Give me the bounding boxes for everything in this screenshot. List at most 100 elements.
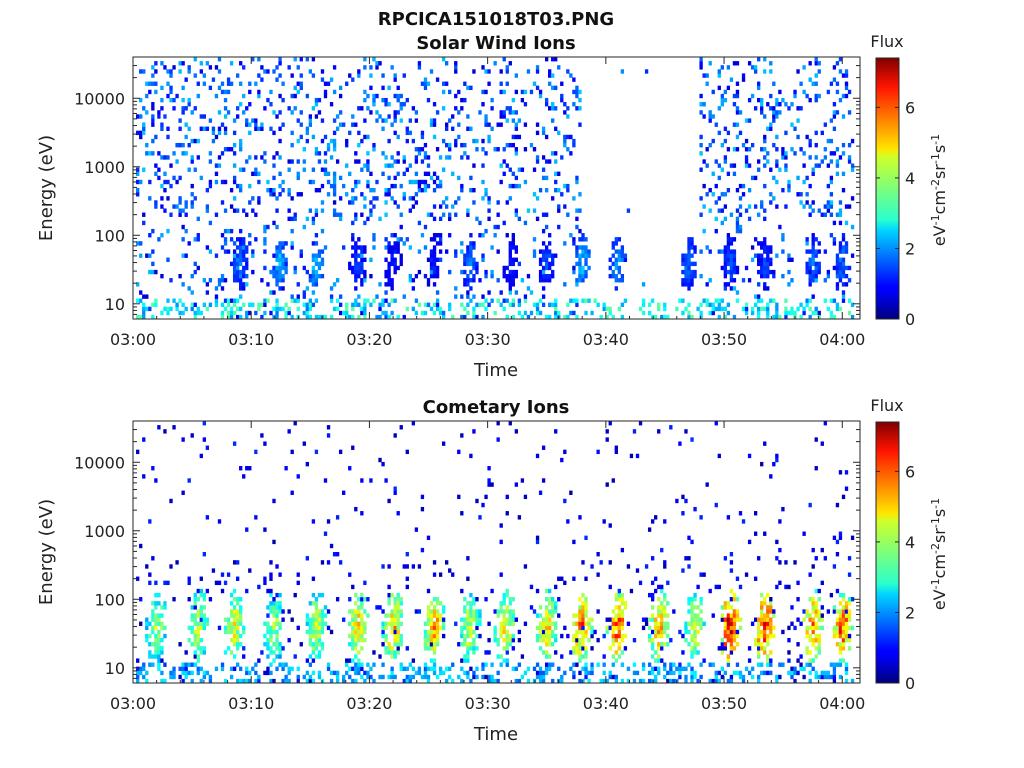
heatmap-cell <box>829 175 834 181</box>
heatmap-cell <box>478 220 482 226</box>
heatmap-cell <box>496 212 500 217</box>
heatmap-cell <box>714 228 718 234</box>
heatmap-cell <box>166 93 170 99</box>
heatmap-cell <box>269 192 273 197</box>
heatmap-cell <box>554 106 558 111</box>
heatmap-cell <box>417 302 422 308</box>
heatmap-cell <box>202 670 206 676</box>
heatmap-cell <box>157 633 161 639</box>
heatmap-cell <box>738 224 743 230</box>
heatmap-cell <box>690 670 694 676</box>
heatmap-cell <box>235 601 240 606</box>
heatmap-cell <box>569 151 573 156</box>
heatmap-cell <box>154 163 158 168</box>
heatmap-cell <box>393 625 397 631</box>
heatmap-cell <box>335 212 340 217</box>
heatmap-cell <box>393 609 397 614</box>
heatmap-cell <box>251 253 255 258</box>
heatmap-cell <box>214 302 219 308</box>
heatmap-cell <box>844 678 849 684</box>
heatmap-cell <box>551 269 555 275</box>
heatmap-cell <box>835 273 840 279</box>
heatmap-cell <box>732 249 737 254</box>
heatmap-cell <box>229 204 234 209</box>
heatmap-cell <box>460 142 464 148</box>
heatmap-cell <box>787 650 791 655</box>
heatmap-cell <box>184 228 188 234</box>
heatmap-cell <box>750 306 755 312</box>
heatmap-cell <box>332 138 337 144</box>
heatmap-cell <box>826 200 831 205</box>
heatmap-cell <box>687 564 691 569</box>
heatmap-cell <box>278 572 282 577</box>
heatmap-cell <box>672 662 676 667</box>
heatmap-cell <box>850 302 855 308</box>
heatmap-cell <box>429 666 434 672</box>
heatmap-cell <box>608 617 612 622</box>
heatmap-cell <box>717 646 721 651</box>
heatmap-cell <box>205 621 210 626</box>
heatmap-cell <box>699 302 703 308</box>
heatmap-cell <box>723 192 728 197</box>
heatmap-cell <box>429 265 434 271</box>
heatmap-cell <box>841 617 846 622</box>
heatmap-cell <box>541 617 546 622</box>
heatmap-cell <box>832 670 837 676</box>
heatmap-cell <box>278 654 282 659</box>
heatmap-cell <box>572 265 576 271</box>
heatmap-cell <box>569 490 573 495</box>
heatmap-cell <box>451 314 455 320</box>
heatmap-cell <box>305 93 309 99</box>
heatmap-cell <box>232 605 237 610</box>
heatmap-cell <box>705 192 709 197</box>
heatmap-cell <box>620 314 625 320</box>
heatmap-cell <box>166 69 170 74</box>
heatmap-cell <box>226 625 231 631</box>
heatmap-cell <box>281 286 285 291</box>
heatmap-cell <box>232 257 237 262</box>
heatmap-cell <box>414 273 419 279</box>
heatmap-cell <box>735 670 740 676</box>
heatmap-cell <box>548 69 552 74</box>
heatmap-cell <box>763 114 767 119</box>
heatmap-cell <box>354 601 358 606</box>
heatmap-cell <box>305 310 309 316</box>
heatmap-cell <box>196 637 200 643</box>
heatmap-cell <box>508 261 512 267</box>
heatmap-cell <box>672 678 676 684</box>
heatmap-cell <box>220 588 225 594</box>
heatmap-cell <box>766 245 770 250</box>
heatmap-cell <box>393 654 397 659</box>
heatmap-cell <box>541 674 546 680</box>
heatmap-cell <box>423 666 428 672</box>
heatmap-cell <box>151 314 155 320</box>
heatmap-cell <box>832 314 837 320</box>
heatmap-cell <box>360 253 364 258</box>
heatmap-cell <box>214 163 219 168</box>
heatmap-cell <box>635 568 640 573</box>
heatmap-cell <box>735 613 740 618</box>
heatmap-cell <box>329 286 334 291</box>
heatmap-cell <box>441 138 446 144</box>
heatmap-cell <box>136 130 140 136</box>
heatmap-cell <box>323 159 328 164</box>
heatmap-cell <box>499 601 503 606</box>
heatmap-cell <box>514 249 518 254</box>
heatmap-cell <box>814 278 818 283</box>
heatmap-cell <box>390 674 394 680</box>
heatmap-cell <box>551 261 555 267</box>
heatmap-cell <box>223 298 228 303</box>
heatmap-cell <box>805 646 809 651</box>
x-tick-label: 03:40 <box>583 694 629 713</box>
heatmap-cell <box>717 678 721 684</box>
heatmap-cell <box>690 253 694 258</box>
heatmap-cell <box>493 637 497 643</box>
heatmap-cell <box>317 592 322 598</box>
heatmap-cell <box>760 245 764 250</box>
heatmap-cell <box>229 188 234 193</box>
heatmap-cell <box>605 437 609 442</box>
heatmap-cell <box>654 658 658 663</box>
heatmap-cell <box>766 642 770 647</box>
heatmap-cell <box>311 633 316 639</box>
